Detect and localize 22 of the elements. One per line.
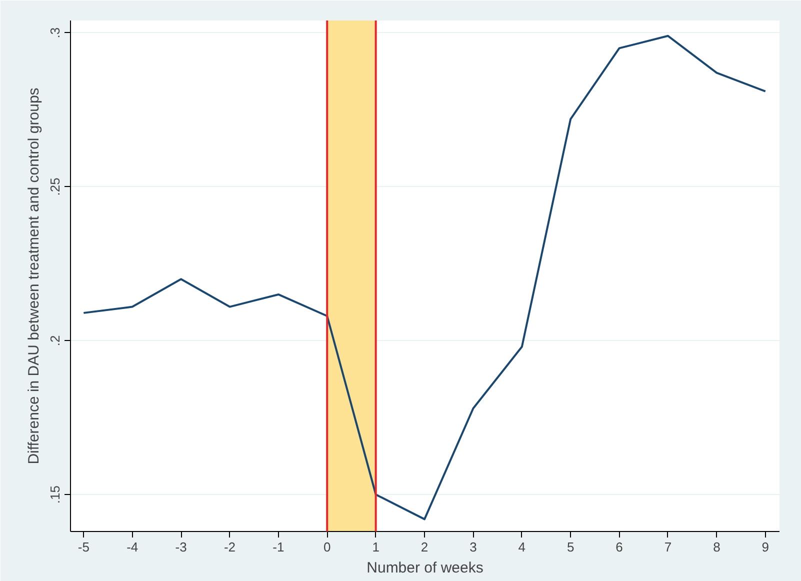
x-axis-title: Number of weeks [366,560,484,576]
x-tick-label: 7 [664,540,672,554]
x-tick-label: -5 [78,540,90,554]
x-tick-label: -2 [224,540,236,554]
x-tick-label: -4 [126,540,138,554]
x-tick-label: 5 [566,540,574,554]
x-tick-label: 2 [420,540,428,554]
y-tick-label: .3 [48,27,62,38]
y-tick-label: .25 [48,178,62,196]
x-tick-label: 4 [518,540,526,554]
x-tick-label: 0 [324,540,331,554]
y-tick-label: .2 [48,335,62,346]
x-tick-label: 9 [762,540,769,554]
x-tick-label: -1 [272,540,284,554]
x-tick-label: 3 [470,540,477,554]
x-tick-label: 8 [713,540,720,554]
x-tick-label: -3 [175,540,187,554]
y-axis-title: Difference in DAU between treatment and control groups [26,88,42,464]
line-series [82,34,766,520]
x-tick-label: 1 [372,540,380,554]
y-tick-label: .15 [48,486,62,504]
x-tick-label: 6 [616,540,623,554]
